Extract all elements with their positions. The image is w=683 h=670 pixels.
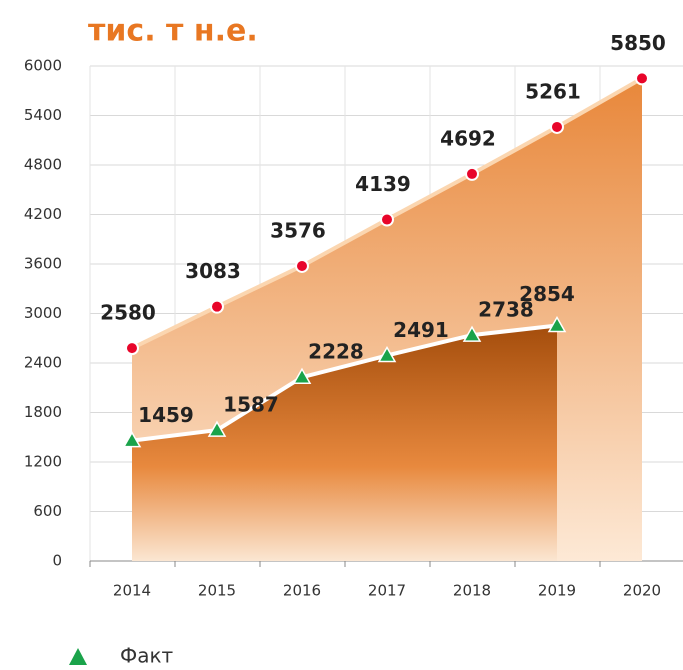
- data-label: 4139: [355, 172, 411, 196]
- y-tick-label: 600: [33, 502, 62, 520]
- y-tick-label: 3000: [24, 304, 62, 322]
- y-tick-label: 0: [52, 552, 62, 570]
- x-tick-label: 2014: [113, 582, 151, 600]
- legend-label: Факт: [120, 644, 174, 668]
- marker: [210, 299, 224, 314]
- marker: [547, 316, 567, 333]
- area: [132, 325, 557, 561]
- y-tick-label: 2400: [24, 354, 62, 372]
- data-label: 3576: [270, 218, 326, 242]
- data-label: 2228: [308, 340, 364, 364]
- marker: [207, 420, 227, 437]
- y-tick-label: 5400: [24, 106, 62, 124]
- data-label: 5850: [610, 31, 666, 55]
- marker: [550, 119, 564, 134]
- x-tick-label: 2017: [368, 582, 406, 600]
- marker: [292, 367, 312, 384]
- data-label: 1587: [223, 393, 279, 417]
- marker: [635, 71, 649, 86]
- marker: [462, 325, 482, 342]
- marker: [377, 345, 397, 363]
- data-label: 3083: [185, 259, 241, 283]
- marker: [295, 258, 309, 273]
- x-tick-label: 2016: [283, 582, 321, 600]
- y-tick-label: 6000: [24, 57, 62, 75]
- marker: [122, 431, 142, 448]
- data-label: 5261: [525, 79, 581, 103]
- y-tick-label: 4800: [24, 156, 62, 174]
- marker: [465, 166, 479, 181]
- data-label: 2738: [478, 298, 534, 322]
- x-tick-label: 2019: [538, 582, 576, 600]
- x-tick-label: 2018: [453, 582, 491, 600]
- y-tick-label: 3600: [24, 255, 62, 273]
- data-label: 1459: [138, 403, 194, 427]
- legend-marker: [69, 648, 87, 665]
- chart-title: тис. т н.е.: [88, 14, 258, 49]
- data-label: 4692: [440, 126, 496, 150]
- y-tick-label: 1800: [24, 403, 62, 421]
- line: [131, 323, 558, 443]
- x-tick-label: 2015: [198, 582, 236, 600]
- y-tick-label: 4200: [24, 205, 62, 223]
- data-label: 2854: [519, 282, 575, 306]
- marker: [125, 341, 139, 356]
- y-tick-label: 1200: [24, 453, 62, 471]
- marker: [380, 212, 394, 227]
- x-tick-label: 2020: [623, 582, 661, 600]
- data-label: 2491: [393, 318, 449, 342]
- data-label: 2580: [100, 301, 156, 325]
